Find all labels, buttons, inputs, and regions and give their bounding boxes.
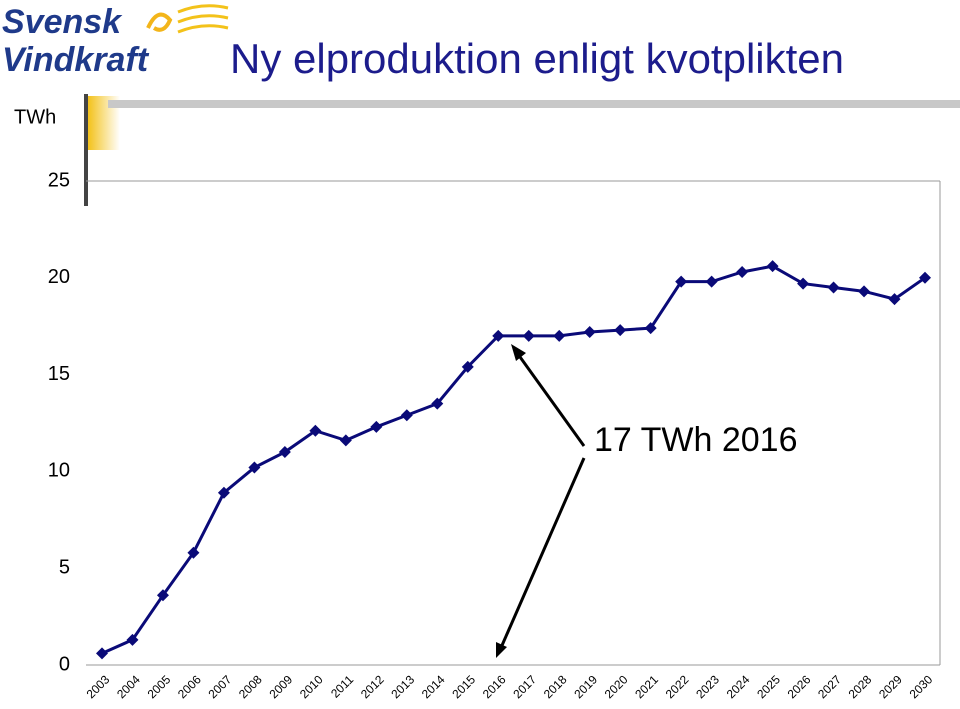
data-line [101, 264, 926, 655]
arrow-head [511, 344, 526, 361]
x-tick-label: 2027 [815, 672, 844, 701]
x-tick-label: 2029 [876, 672, 905, 701]
x-tick-label: 2025 [754, 672, 783, 701]
data-point [400, 409, 413, 422]
logo-waves [177, 4, 229, 34]
decor-bar [108, 100, 960, 108]
y-tick-label: 25 [48, 169, 70, 191]
y-axis-label: TWh [14, 106, 56, 128]
annotation: 17 TWh 2016 [594, 421, 798, 459]
data-point [187, 546, 200, 559]
x-tick-label: 2018 [541, 672, 570, 701]
x-tick-label: 2014 [419, 672, 448, 701]
x-tick-label: 2005 [145, 672, 174, 701]
x-tick-label: 2004 [114, 672, 143, 701]
data-point [309, 424, 322, 437]
data-point [522, 329, 535, 342]
chart-title: Ny elproduktion enligt kvotplikten [230, 35, 844, 82]
x-tick-label: 2022 [663, 672, 692, 701]
x-tick-label: 2020 [602, 672, 631, 701]
data-point [583, 326, 596, 339]
x-tick-label: 2016 [480, 672, 509, 701]
arrow [498, 457, 586, 651]
x-tick-label: 2028 [846, 672, 875, 701]
x-tick-label: 2003 [84, 672, 113, 701]
x-tick-label: 2023 [693, 672, 722, 701]
data-point [248, 461, 261, 474]
logo-icon [146, 12, 173, 32]
data-point [888, 293, 901, 306]
x-tick-label: 2012 [358, 672, 387, 701]
data-point [217, 486, 230, 499]
data-point [675, 275, 688, 288]
y-tick-label: 5 [59, 556, 70, 578]
data-point [278, 446, 291, 459]
y-tick-label: 0 [59, 653, 70, 675]
data-point [339, 434, 352, 447]
x-tick-label: 2015 [449, 672, 478, 701]
data-point [736, 265, 749, 278]
data-point [96, 647, 108, 660]
data-point [461, 360, 474, 373]
y-tick-label: 10 [48, 460, 70, 482]
x-tick-label: 2024 [724, 672, 753, 701]
x-tick-label: 2019 [571, 672, 600, 701]
logo-line2: Vindkraft [2, 41, 150, 79]
data-point [431, 397, 444, 410]
data-point [919, 271, 931, 284]
data-point [827, 281, 840, 294]
data-point [553, 329, 566, 342]
x-tick-label: 2010 [297, 672, 326, 701]
logo-line1: Svensk [2, 3, 123, 41]
x-tick-label: 2009 [266, 672, 295, 701]
x-tick-label: 2017 [510, 672, 539, 701]
data-point [614, 324, 627, 337]
arrow-head [496, 642, 507, 658]
data-point [156, 589, 169, 602]
data-point [492, 329, 505, 342]
x-tick-label: 2026 [785, 672, 814, 701]
x-tick-label: 2011 [328, 672, 356, 700]
x-tick-label: 2006 [175, 672, 204, 701]
y-tick-label: 20 [48, 266, 70, 288]
x-tick-label: 2021 [632, 672, 661, 701]
data-point [766, 260, 779, 273]
data-point [126, 633, 139, 646]
x-tick-label: 2007 [206, 672, 235, 701]
data-point [858, 285, 871, 298]
data-point [797, 277, 810, 290]
arrow [513, 349, 586, 447]
y-tick-label: 15 [48, 363, 70, 385]
data-point [705, 275, 718, 288]
x-tick-label: 2013 [388, 672, 417, 701]
x-tick-label: 2008 [236, 672, 265, 701]
data-point [370, 420, 383, 433]
data-point [644, 322, 657, 335]
decor-vertical [84, 94, 88, 206]
x-tick-label: 2030 [907, 672, 936, 701]
